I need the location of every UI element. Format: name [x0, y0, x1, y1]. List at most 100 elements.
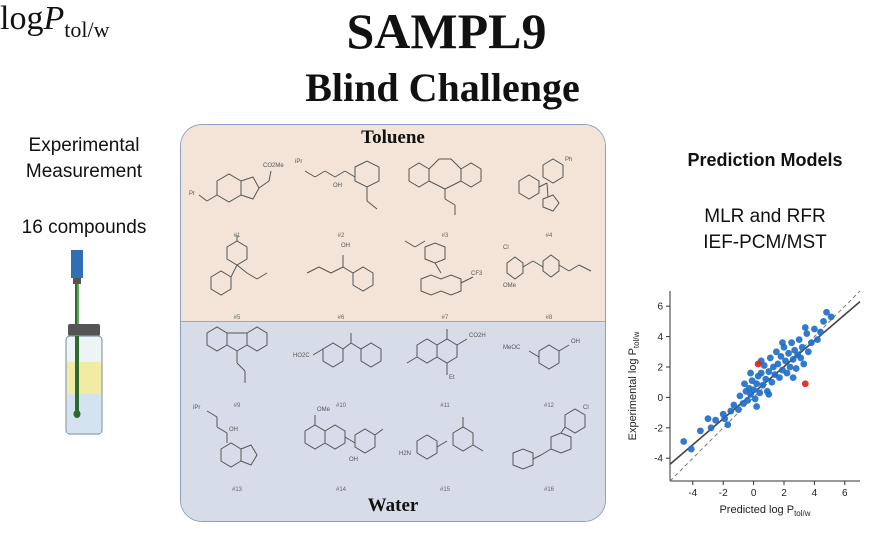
compound-1-structure [198, 170, 272, 203]
y-tick-label: 0 [657, 393, 663, 404]
compound-11-group-b: Et [449, 375, 455, 381]
compound-7-group-a: CF3 [471, 271, 483, 277]
data-point [757, 369, 765, 377]
measurement-label: Measurement [25, 161, 143, 182]
plot-points [680, 308, 835, 453]
data-point [687, 445, 695, 453]
data-point [768, 378, 776, 386]
data-point [721, 415, 729, 423]
compound-panel: Toluene Water CO2Me Pr #1 iPr OH #2 [180, 124, 606, 522]
compound-6: OH #6 [291, 233, 391, 321]
compound-2-group-a: iPr [295, 159, 303, 165]
compound-12-group-a: MeOC [503, 345, 521, 351]
compound-13-number: #13 [231, 487, 242, 493]
y-tick-label: -2 [654, 423, 663, 434]
logp-subscript: tol/w [64, 17, 110, 42]
logp-log: log [0, 0, 44, 37]
compound-9-structure [206, 326, 268, 383]
data-point [774, 360, 782, 368]
compound-12-number: #12 [543, 403, 554, 409]
data-point [735, 406, 742, 413]
compound-2: iPr OH #2 [291, 151, 391, 239]
compound-15-structure [416, 417, 484, 460]
data-point [783, 369, 791, 377]
data-point [798, 343, 806, 351]
data-point-red [754, 360, 762, 368]
data-point [724, 421, 732, 429]
data-point [792, 365, 800, 372]
y-axis-label: Experimental log Ptol/w [627, 331, 641, 440]
compound-16-number: #16 [543, 487, 554, 493]
data-point [782, 357, 789, 365]
compound-2-number: #2 [337, 233, 345, 239]
data-point [727, 407, 735, 415]
compound-10-structure [312, 333, 382, 368]
compound-12: MeOC OH #12 [499, 321, 599, 409]
compound-4-number: #4 [545, 233, 553, 239]
compound-1: CO2Me Pr #1 [187, 151, 287, 239]
compound-3-structure [408, 158, 482, 215]
compound-14-group-b: OH [349, 457, 358, 463]
x-tick-label: -2 [719, 488, 728, 499]
data-point [803, 330, 811, 337]
plot-tick-labels: -4 -2 0 2 4 6 -4 -2 0 2 4 6 [654, 302, 848, 499]
data-point [789, 356, 797, 363]
compound-7-number: #7 [441, 315, 449, 321]
y-tick-label: 2 [657, 363, 663, 374]
toluene-label: Toluene [361, 127, 425, 148]
compound-13-group-b: OH [229, 427, 238, 433]
data-point [777, 352, 785, 360]
data-point [804, 348, 812, 356]
x-tick-label: 4 [812, 488, 818, 499]
compound-14: OMe OH #14 [291, 405, 391, 493]
compound-11-structure [406, 329, 468, 375]
compound-12-group-b: OH [571, 339, 580, 345]
logp-p: P [43, 0, 65, 37]
data-point [827, 313, 835, 321]
compound-16-group-a: Cl [583, 405, 589, 411]
compound-7: CF3 #7 [395, 233, 495, 321]
data-point [801, 324, 809, 331]
compound-6-structure [306, 255, 374, 292]
data-point [762, 375, 770, 383]
data-point [759, 381, 767, 389]
compound-11-number: #11 [440, 403, 450, 409]
data-point [800, 360, 808, 368]
data-point [680, 438, 688, 445]
experimental-label: Experimental [28, 135, 140, 156]
compound-15-number: #15 [439, 487, 450, 493]
data-point [736, 392, 744, 400]
data-point [712, 416, 719, 424]
water-label: Water [367, 495, 419, 516]
logp-label: logPtol/w [0, 0, 889, 43]
data-point [744, 397, 751, 404]
x-axis-label-main: Predicted log P [719, 504, 794, 516]
model-line-2: IEF-PCM/MST [703, 232, 827, 253]
scatter-plot: -4 -2 0 2 4 6 -4 -2 0 2 4 6 Predicted log Ptol/w Ex… [612, 283, 882, 538]
compound-11: CO2H Et #11 [395, 321, 495, 409]
data-point [750, 386, 757, 394]
compound-2-structure [304, 160, 380, 210]
vial-with-electrode-icon [58, 250, 110, 445]
compound-8-group-a: Cl [503, 245, 509, 251]
compound-2-group-b: OH [333, 183, 342, 189]
y-tick-label: -4 [654, 454, 663, 465]
compound-13-group-a: iPr [193, 405, 201, 411]
data-point [779, 339, 786, 347]
data-point [766, 354, 774, 362]
data-point [765, 390, 773, 398]
compound-15: H2N #15 [395, 405, 495, 493]
x-axis-label: Predicted log Ptol/w [719, 504, 810, 518]
data-point [788, 339, 795, 347]
model-line-1: MLR and RFR [704, 206, 826, 227]
data-point [823, 308, 830, 316]
compound-8-number: #8 [545, 315, 553, 321]
data-point [785, 349, 792, 357]
compound-4: Ph #4 [499, 151, 599, 239]
compound-13-structure [206, 410, 258, 468]
plot-axes [666, 291, 860, 485]
y-tick-label: 4 [657, 332, 663, 343]
compound-13: iPr OH #13 [187, 405, 287, 493]
data-point [756, 389, 764, 397]
